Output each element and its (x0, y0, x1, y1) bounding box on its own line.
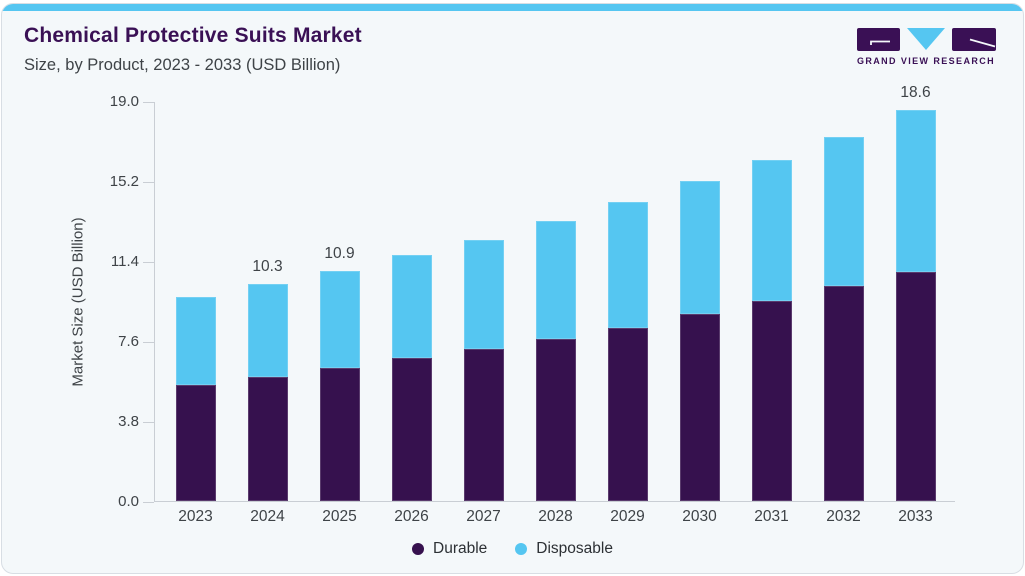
bar-segment-durable-2025 (319, 368, 360, 501)
legend-item-durable: Durable (412, 540, 487, 558)
legend-label-durable: Durable (433, 540, 488, 557)
y-tick-label: 19.0 (109, 93, 139, 110)
y-tick-mark (143, 262, 154, 263)
y-axis-title: Market Size (USD Billion) (69, 217, 87, 387)
x-tick-label-2029: 2029 (610, 508, 645, 525)
bar-segment-disposable-2031 (751, 160, 792, 301)
bar-segment-disposable-2028 (535, 221, 576, 339)
y-tick-mark (143, 502, 154, 503)
accent-top-bar (2, 4, 1023, 11)
x-tick-label-2026: 2026 (394, 508, 429, 525)
x-tick-label-2032: 2032 (826, 508, 861, 525)
bar-total-label-2025: 10.9 (324, 245, 355, 262)
bar-segment-durable-2030 (679, 314, 720, 501)
bar-segment-durable-2031 (751, 301, 792, 501)
bar-segment-disposable-2030 (679, 181, 720, 314)
bar-segment-disposable-2024 (247, 284, 288, 377)
y-tick-mark (143, 102, 154, 103)
bar-segment-durable-2023 (175, 385, 216, 501)
chart-legend: Durable Disposable (2, 540, 1023, 558)
bar-segment-durable-2024 (247, 377, 288, 501)
y-tick-label: 11.4 (110, 253, 139, 270)
x-tick-label-2023: 2023 (178, 508, 213, 525)
bar-segment-disposable-2025 (319, 271, 360, 368)
bar-segment-durable-2028 (535, 339, 576, 501)
x-tick-label-2025: 2025 (322, 508, 357, 525)
bar-segment-durable-2033 (895, 272, 936, 501)
bar-total-label-2024: 10.3 (252, 258, 283, 275)
legend-label-disposable: Disposable (536, 540, 613, 557)
x-tick-label-2031: 2031 (754, 508, 789, 525)
bar-segment-disposable-2032 (823, 137, 864, 286)
chart-card: Chemical Protective Suits Market Size, b… (1, 3, 1024, 574)
bar-segment-durable-2029 (607, 328, 648, 501)
legend-item-disposable: Disposable (515, 540, 613, 558)
y-tick-label: 15.2 (109, 173, 139, 190)
bar-segment-disposable-2026 (391, 255, 432, 358)
bar-segment-disposable-2023 (175, 297, 216, 385)
bar-segment-disposable-2033 (895, 110, 936, 272)
bar-segment-durable-2026 (391, 358, 432, 501)
bar-segment-durable-2027 (463, 349, 504, 501)
bar-total-label-2033: 18.6 (900, 84, 931, 101)
legend-dot-durable (412, 543, 425, 555)
x-tick-label-2030: 2030 (682, 508, 717, 525)
y-tick-mark (143, 422, 154, 423)
x-tick-label-2033: 2033 (898, 508, 933, 525)
x-tick-label-2027: 2027 (466, 508, 501, 525)
plot-area: 19.0 15.2 11.4 7.6 3.8 0.0 2023 10.3 2024 10.9 202… (110, 84, 955, 525)
grand-view-research-logo: GRAND VIEW RESEARCH (855, 28, 997, 66)
y-tick-label: 3.8 (118, 413, 139, 430)
bar-segment-disposable-2029 (607, 202, 648, 328)
x-tick-label-2024: 2024 (250, 508, 285, 525)
page-subtitle: Size, by Product, 2023 - 2033 (USD Billi… (24, 56, 341, 74)
gvr-logo-icon (856, 28, 996, 51)
y-tick-mark (143, 182, 154, 183)
logo-wordmark: GRAND VIEW RESEARCH (856, 56, 996, 66)
y-tick-mark (143, 342, 154, 343)
y-tick-label: 7.6 (118, 333, 139, 350)
legend-dot-disposable (515, 543, 528, 555)
y-tick-label: 0.0 (118, 493, 139, 510)
bar-segment-disposable-2027 (463, 240, 504, 349)
page-title: Chemical Protective Suits Market (24, 24, 362, 47)
x-tick-label-2028: 2028 (538, 508, 573, 525)
bar-segment-durable-2032 (823, 286, 864, 501)
